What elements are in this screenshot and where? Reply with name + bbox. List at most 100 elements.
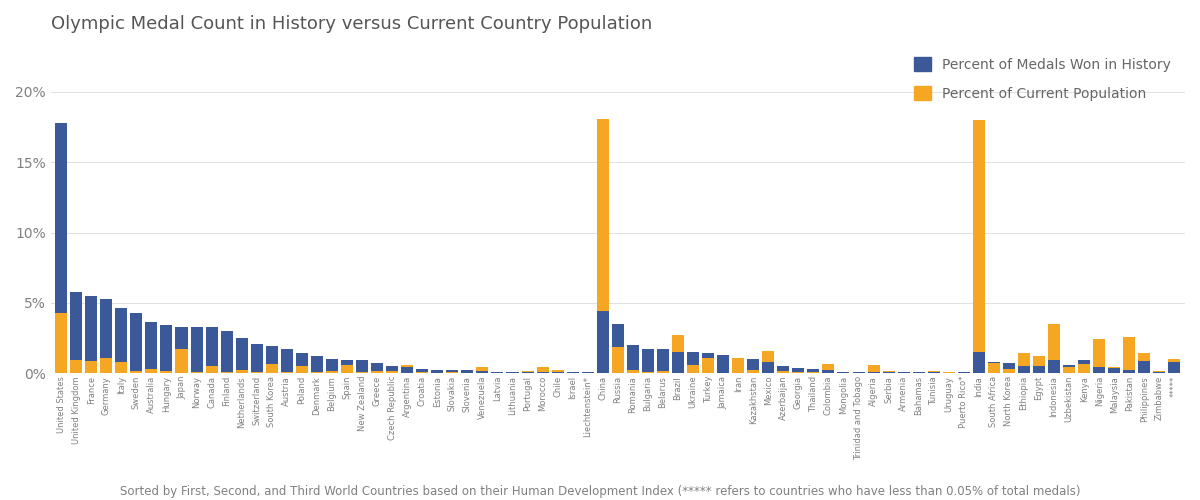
Bar	[205, 366, 217, 373]
Bar	[688, 365, 700, 373]
Bar	[882, 372, 895, 373]
Bar	[748, 370, 760, 373]
Bar	[868, 372, 880, 373]
Bar	[642, 349, 654, 373]
Bar	[732, 358, 744, 373]
Bar	[506, 372, 518, 373]
Bar	[1003, 368, 1015, 373]
Bar	[822, 364, 834, 373]
Bar	[161, 372, 173, 373]
Bar	[326, 371, 338, 373]
Text: Olympic Medal Count in History versus Current Country Population: Olympic Medal Count in History versus Cu…	[50, 15, 652, 33]
Bar	[341, 360, 353, 373]
Bar	[296, 354, 308, 373]
Bar	[251, 372, 263, 373]
Bar	[235, 370, 247, 373]
Bar	[296, 366, 308, 373]
Bar	[702, 358, 714, 373]
Bar	[1093, 340, 1105, 373]
Bar	[416, 369, 428, 373]
Bar	[1078, 360, 1091, 373]
Bar	[85, 361, 97, 373]
Bar	[356, 372, 368, 373]
Bar	[55, 123, 67, 373]
Bar	[656, 349, 668, 373]
Bar	[656, 372, 668, 373]
Bar	[522, 372, 534, 373]
Bar	[1139, 354, 1151, 373]
Bar	[476, 368, 488, 373]
Bar	[145, 322, 157, 373]
Bar	[145, 368, 157, 373]
Bar	[688, 352, 700, 373]
Bar	[311, 372, 323, 373]
Bar	[191, 372, 203, 373]
Bar	[536, 372, 548, 373]
Bar	[973, 120, 985, 373]
Bar	[1063, 364, 1075, 373]
Bar	[70, 360, 83, 373]
Bar	[1003, 364, 1015, 373]
Bar	[1169, 359, 1181, 373]
Bar	[792, 372, 804, 373]
Bar	[115, 308, 127, 373]
Bar	[913, 372, 925, 373]
Bar	[85, 296, 97, 373]
Bar	[552, 372, 564, 373]
Bar	[838, 372, 850, 373]
Bar	[416, 372, 428, 373]
Bar	[566, 372, 578, 373]
Bar	[356, 360, 368, 373]
Bar	[55, 312, 67, 373]
Bar	[492, 372, 504, 373]
Legend: Percent of Medals Won in History, Percent of Current Population: Percent of Medals Won in History, Percen…	[907, 50, 1178, 108]
Bar	[115, 362, 127, 373]
Bar	[882, 372, 895, 373]
Bar	[205, 326, 217, 373]
Bar	[221, 331, 233, 373]
Bar	[928, 371, 940, 373]
Bar	[898, 372, 910, 373]
Bar	[1109, 368, 1121, 373]
Text: Sorted by First, Second, and Third World Countries based on their Human Developm: Sorted by First, Second, and Third World…	[120, 485, 1080, 498]
Bar	[973, 352, 985, 373]
Bar	[311, 356, 323, 373]
Bar	[221, 372, 233, 373]
Bar	[536, 367, 548, 373]
Bar	[1123, 370, 1135, 373]
Bar	[808, 372, 820, 373]
Bar	[943, 372, 955, 373]
Bar	[371, 364, 383, 373]
Bar	[928, 372, 940, 373]
Bar	[642, 372, 654, 373]
Bar	[612, 347, 624, 373]
Bar	[778, 372, 790, 373]
Bar	[718, 372, 730, 373]
Bar	[672, 335, 684, 373]
Bar	[762, 350, 774, 373]
Bar	[131, 372, 143, 373]
Bar	[251, 344, 263, 373]
Bar	[718, 355, 730, 373]
Bar	[898, 372, 910, 373]
Bar	[401, 368, 413, 373]
Bar	[131, 312, 143, 373]
Bar	[1048, 324, 1060, 373]
Bar	[341, 364, 353, 373]
Bar	[235, 338, 247, 373]
Bar	[868, 365, 880, 373]
Bar	[582, 372, 594, 373]
Bar	[748, 359, 760, 373]
Bar	[838, 372, 850, 373]
Bar	[1078, 364, 1091, 373]
Bar	[672, 352, 684, 373]
Bar	[1153, 372, 1165, 373]
Bar	[161, 326, 173, 373]
Bar	[265, 364, 277, 373]
Bar	[522, 372, 534, 373]
Bar	[1033, 356, 1045, 373]
Bar	[1153, 370, 1165, 373]
Bar	[1018, 366, 1030, 373]
Bar	[1139, 361, 1151, 373]
Bar	[386, 371, 398, 373]
